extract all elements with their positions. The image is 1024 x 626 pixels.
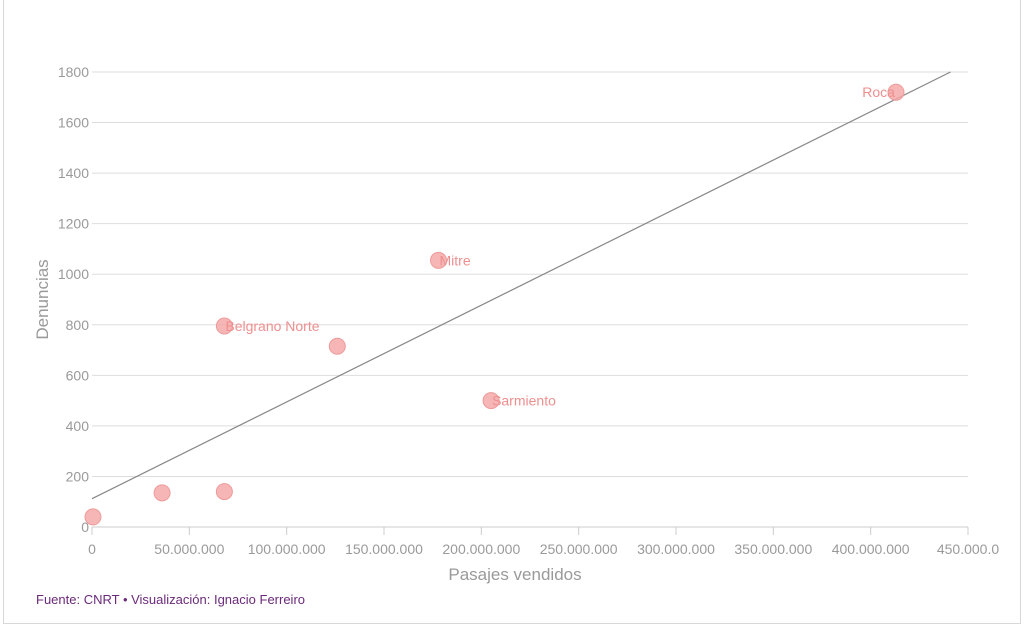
scatter-chart: 0 50.000.000 100.000.000 150.000.000 200.000…: [33, 64, 999, 584]
data-point: [215, 317, 233, 335]
point-label: Mitre: [440, 252, 471, 268]
x-tick-label: 200.000.000: [442, 541, 520, 557]
data-point: [887, 83, 905, 101]
point-label: Sarmiento: [492, 393, 556, 409]
x-tick-label: 450.000.0: [937, 541, 999, 557]
x-tick-label: 0: [88, 541, 96, 557]
y-tick-label: 0: [81, 519, 89, 535]
data-point: [153, 484, 171, 502]
y-axis-title: Denuncias: [33, 259, 52, 339]
data-point: [482, 392, 500, 410]
y-tick-label: 600: [66, 367, 90, 383]
x-tick-label: 50.000.000: [154, 541, 224, 557]
x-tick-label: 300.000.000: [637, 541, 715, 557]
data-point: [430, 251, 448, 269]
point-label: Roca: [862, 84, 895, 100]
x-axis-title: Pasajes vendidos: [448, 565, 581, 584]
data-point: [84, 508, 102, 526]
source-credit: Fuente: CNRT • Visualización: Ignacio Fe…: [36, 592, 306, 607]
y-tick-label: 1200: [58, 216, 89, 232]
x-tick-label: 400.000.000: [832, 541, 910, 557]
data-point: [328, 337, 346, 355]
x-tick-label: 150.000.000: [345, 541, 423, 557]
y-tick-label: 1000: [58, 266, 89, 282]
y-tick-label: 1800: [58, 64, 89, 80]
data-point: [215, 483, 233, 501]
x-tick-label: 100.000.000: [248, 541, 326, 557]
x-tick-label: 250.000.000: [540, 541, 618, 557]
chart-frame: 0 50.000.000 100.000.000 150.000.000 200.000…: [3, 0, 1021, 624]
y-tick-label: 200: [66, 468, 90, 484]
y-tick-label: 800: [66, 317, 90, 333]
point-label: Belgrano Norte: [225, 318, 319, 334]
y-tick-label: 1400: [58, 165, 89, 181]
y-tick-label: 1600: [58, 115, 89, 131]
y-tick-label: 400: [66, 418, 90, 434]
trend-line: [91, 71, 951, 500]
x-tick-label: 350.000.000: [734, 541, 812, 557]
